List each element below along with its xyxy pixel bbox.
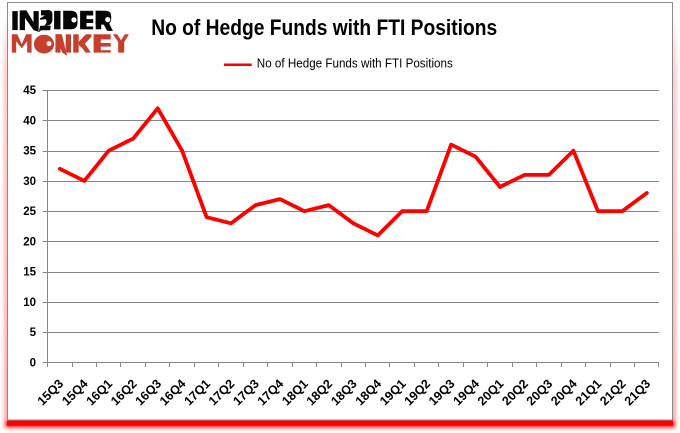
svg-text:35: 35	[23, 146, 36, 158]
svg-text:15: 15	[23, 267, 36, 279]
svg-text:45: 45	[23, 85, 36, 97]
svg-text:20: 20	[23, 236, 36, 248]
svg-text:No of Hedge Funds with FTI Pos: No of Hedge Funds with FTI Positions	[151, 15, 497, 40]
svg-text:No of Hedge Funds with FTI Pos: No of Hedge Funds with FTI Positions	[257, 55, 453, 70]
svg-text:0: 0	[30, 357, 36, 369]
svg-text:5: 5	[30, 327, 37, 339]
svg-text:40: 40	[23, 115, 36, 127]
svg-text:30: 30	[23, 176, 36, 188]
svg-text:10: 10	[23, 297, 36, 309]
svg-text:25: 25	[23, 206, 36, 218]
